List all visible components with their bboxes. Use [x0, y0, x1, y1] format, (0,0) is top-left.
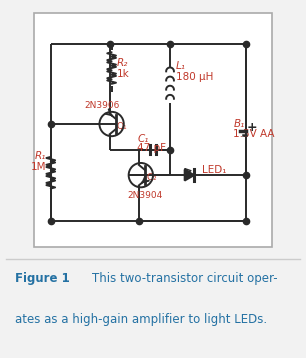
Text: 1k: 1k — [117, 69, 130, 79]
Text: Q₂: Q₂ — [146, 173, 157, 182]
Text: This two-transistor circuit oper-: This two-transistor circuit oper- — [92, 272, 278, 285]
Text: 47 pF: 47 pF — [137, 143, 166, 153]
Text: ates as a high-gain amplifier to light LEDs.: ates as a high-gain amplifier to light L… — [15, 313, 267, 326]
FancyBboxPatch shape — [34, 13, 272, 247]
Text: 2N3904: 2N3904 — [127, 191, 163, 200]
Text: B₁: B₁ — [233, 120, 244, 130]
Text: 2N3906: 2N3906 — [85, 101, 120, 110]
Text: R₂: R₂ — [117, 58, 128, 68]
Text: C₁: C₁ — [137, 134, 148, 144]
Text: 1M: 1M — [31, 161, 47, 171]
Text: +: + — [246, 121, 257, 134]
Polygon shape — [185, 170, 194, 180]
Text: Q₁: Q₁ — [117, 122, 128, 131]
Text: L₁: L₁ — [176, 61, 186, 71]
Text: 180 μH: 180 μH — [176, 72, 214, 82]
Text: Figure 1: Figure 1 — [15, 272, 70, 285]
Text: LED₁: LED₁ — [202, 165, 226, 175]
Text: 1.5V AA: 1.5V AA — [233, 129, 275, 139]
Text: R₁: R₁ — [35, 151, 47, 161]
